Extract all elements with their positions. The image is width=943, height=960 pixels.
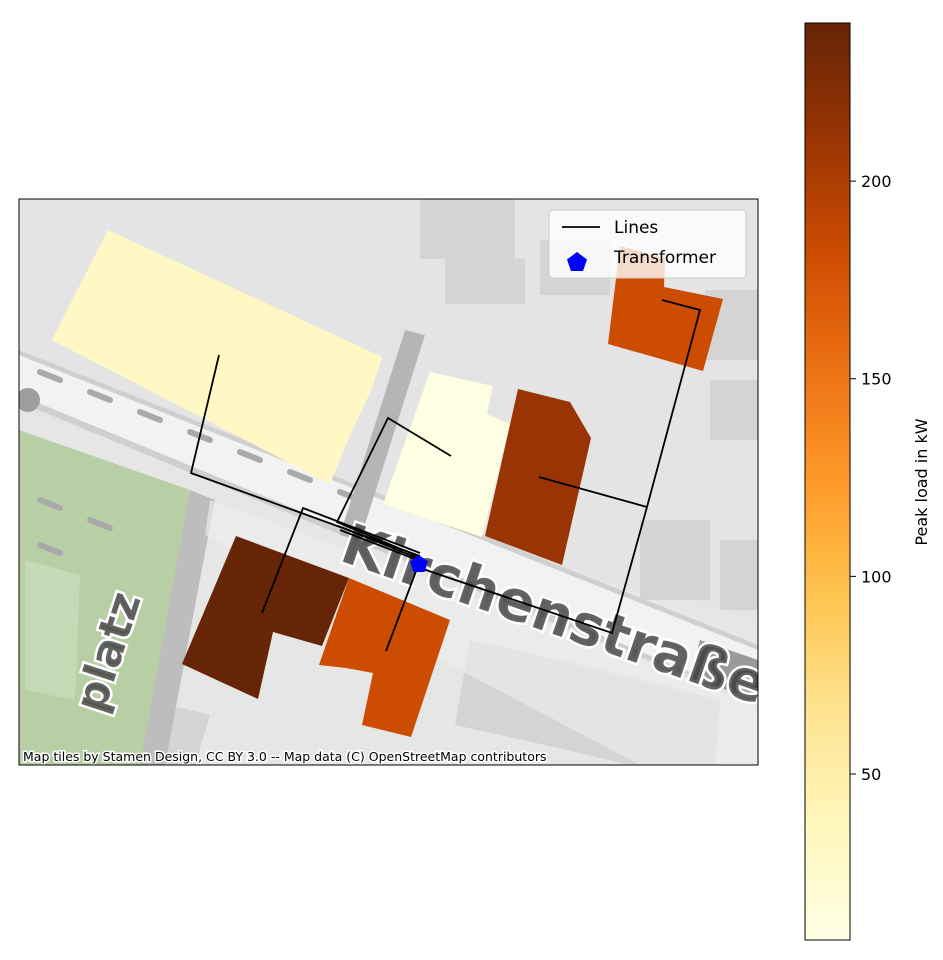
legend-transformer-swatch xyxy=(567,252,587,271)
line-bundle xyxy=(337,525,421,560)
line-b2 xyxy=(335,416,452,558)
building-b3 xyxy=(485,389,591,565)
line-bundle-2 xyxy=(339,529,421,562)
map-area: Kirchenstraße platz Map tiles by Stamen … xyxy=(19,199,758,765)
colorbar-gradient xyxy=(804,22,851,941)
colorbar-tick-label: 50 xyxy=(861,765,881,784)
building-b6 xyxy=(319,578,450,737)
transformer-marker xyxy=(410,555,428,572)
legend-transformer-label: Transformer xyxy=(613,248,716,268)
line-b6 xyxy=(385,565,419,652)
side-road xyxy=(340,330,425,540)
lower-street xyxy=(205,500,758,765)
park-inner xyxy=(25,560,80,700)
map-frame xyxy=(18,198,759,766)
side-road-dashes xyxy=(37,497,113,556)
street-edge xyxy=(19,395,758,707)
line-b5 xyxy=(261,506,421,614)
side-road-lower xyxy=(140,490,215,765)
building-b1 xyxy=(52,230,382,484)
legend: Lines Transformer xyxy=(548,209,747,279)
colorbar: 50 100 150 200 Peak load in kW xyxy=(804,22,931,941)
street-dot xyxy=(19,388,40,412)
legend-lines-label: Lines xyxy=(614,218,658,238)
map-attribution: Map tiles by Stamen Design, CC BY 3.0 --… xyxy=(23,749,547,764)
lower-street-edge xyxy=(690,640,758,700)
colorbar-label: Peak load in kW xyxy=(912,418,931,545)
grid-lines xyxy=(189,299,702,652)
main-street xyxy=(19,355,758,700)
colorbar-ticks: 50 100 150 200 xyxy=(850,172,892,784)
load-buildings xyxy=(52,230,723,737)
colorbar-tick-label: 100 xyxy=(861,567,892,586)
colorbar-tick-label: 200 xyxy=(861,172,892,191)
building-b5 xyxy=(182,536,349,699)
line-b3 xyxy=(538,476,648,508)
colorbar-tick-label: 150 xyxy=(861,370,892,389)
building-b2 xyxy=(383,372,510,537)
